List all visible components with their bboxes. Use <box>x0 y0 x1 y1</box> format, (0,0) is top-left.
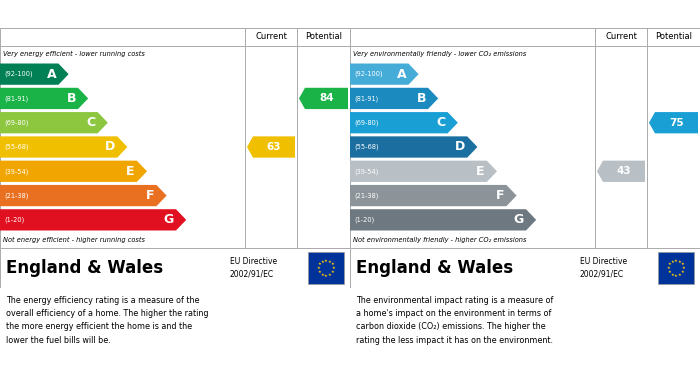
Text: Potential: Potential <box>305 32 342 41</box>
Text: (1-20): (1-20) <box>4 217 25 223</box>
Text: (81-91): (81-91) <box>354 95 378 102</box>
Text: (92-100): (92-100) <box>354 71 383 77</box>
Text: England & Wales: England & Wales <box>6 259 163 277</box>
Bar <box>308 252 344 284</box>
Text: 63: 63 <box>267 142 281 152</box>
Text: ★: ★ <box>324 273 328 278</box>
Polygon shape <box>350 185 517 206</box>
Text: ★: ★ <box>671 273 674 276</box>
Text: (55-68): (55-68) <box>354 144 379 150</box>
Text: Very energy efficient - lower running costs: Very energy efficient - lower running co… <box>3 51 145 57</box>
Text: ★: ★ <box>330 262 335 266</box>
Text: F: F <box>146 189 155 202</box>
Text: E: E <box>476 165 485 178</box>
Text: ★: ★ <box>668 262 671 266</box>
Text: ★: ★ <box>330 270 335 274</box>
Text: 43: 43 <box>617 166 631 176</box>
Text: EU Directive
2002/91/EC: EU Directive 2002/91/EC <box>580 257 627 279</box>
Polygon shape <box>0 185 167 206</box>
Text: C: C <box>437 116 446 129</box>
Text: D: D <box>455 140 466 154</box>
Text: 75: 75 <box>669 118 684 128</box>
Polygon shape <box>0 161 147 182</box>
Text: ★: ★ <box>668 270 671 274</box>
Polygon shape <box>0 63 69 85</box>
Text: ★: ★ <box>318 262 321 266</box>
Text: C: C <box>87 116 96 129</box>
Text: B: B <box>416 92 426 105</box>
Text: ★: ★ <box>328 273 332 276</box>
Text: ★: ★ <box>674 273 678 278</box>
Text: G: G <box>164 213 174 226</box>
Text: (69-80): (69-80) <box>354 120 379 126</box>
Polygon shape <box>649 112 698 133</box>
Text: (92-100): (92-100) <box>4 71 33 77</box>
Text: Current: Current <box>605 32 637 41</box>
Text: (39-54): (39-54) <box>354 168 379 174</box>
Text: ★: ★ <box>680 270 685 274</box>
Text: The energy efficiency rating is a measure of the
overall efficiency of a home. T: The energy efficiency rating is a measur… <box>6 296 209 344</box>
Text: D: D <box>105 140 116 154</box>
Text: G: G <box>514 213 524 226</box>
Text: ★: ★ <box>671 260 674 264</box>
Polygon shape <box>299 88 348 109</box>
Polygon shape <box>597 161 645 182</box>
Text: A: A <box>397 68 407 81</box>
Text: ★: ★ <box>666 266 671 270</box>
Text: ★: ★ <box>674 258 678 262</box>
Text: Not environmentally friendly - higher CO₂ emissions: Not environmentally friendly - higher CO… <box>353 237 526 243</box>
Text: (69-80): (69-80) <box>4 120 29 126</box>
Text: E: E <box>126 165 135 178</box>
Polygon shape <box>350 209 536 231</box>
Polygon shape <box>0 112 108 133</box>
Text: (21-38): (21-38) <box>4 192 29 199</box>
Text: ★: ★ <box>318 270 321 274</box>
Text: ★: ★ <box>678 273 682 276</box>
Polygon shape <box>0 88 88 109</box>
Text: ★: ★ <box>321 273 324 276</box>
Text: (21-38): (21-38) <box>354 192 379 199</box>
Text: England & Wales: England & Wales <box>356 259 513 277</box>
Polygon shape <box>350 161 497 182</box>
Text: Very environmentally friendly - lower CO₂ emissions: Very environmentally friendly - lower CO… <box>353 51 526 57</box>
Text: Energy Efficiency Rating: Energy Efficiency Rating <box>6 7 168 20</box>
Text: ★: ★ <box>324 258 328 262</box>
Text: (55-68): (55-68) <box>4 144 29 150</box>
Text: (39-54): (39-54) <box>4 168 29 174</box>
Text: ★: ★ <box>328 260 332 264</box>
Text: Current: Current <box>255 32 287 41</box>
Polygon shape <box>0 136 127 158</box>
Text: EU Directive
2002/91/EC: EU Directive 2002/91/EC <box>230 257 277 279</box>
Text: ★: ★ <box>680 262 685 266</box>
Text: F: F <box>496 189 505 202</box>
Text: A: A <box>47 68 57 81</box>
Text: Potential: Potential <box>655 32 692 41</box>
Text: B: B <box>66 92 76 105</box>
Text: ★: ★ <box>682 266 685 270</box>
Polygon shape <box>350 136 477 158</box>
Text: 84: 84 <box>319 93 334 104</box>
Text: ★: ★ <box>321 260 324 264</box>
Text: The environmental impact rating is a measure of
a home's impact on the environme: The environmental impact rating is a mea… <box>356 296 554 344</box>
Polygon shape <box>247 136 295 158</box>
Text: ★: ★ <box>678 260 682 264</box>
Polygon shape <box>350 112 458 133</box>
Bar <box>658 252 694 284</box>
Text: Environmental Impact (CO₂) Rating: Environmental Impact (CO₂) Rating <box>355 7 587 20</box>
Text: ★: ★ <box>332 266 335 270</box>
Text: ★: ★ <box>316 266 321 270</box>
Polygon shape <box>0 209 186 231</box>
Polygon shape <box>350 63 419 85</box>
Text: (81-91): (81-91) <box>4 95 28 102</box>
Text: Not energy efficient - higher running costs: Not energy efficient - higher running co… <box>3 237 145 243</box>
Text: (1-20): (1-20) <box>354 217 374 223</box>
Polygon shape <box>350 88 438 109</box>
